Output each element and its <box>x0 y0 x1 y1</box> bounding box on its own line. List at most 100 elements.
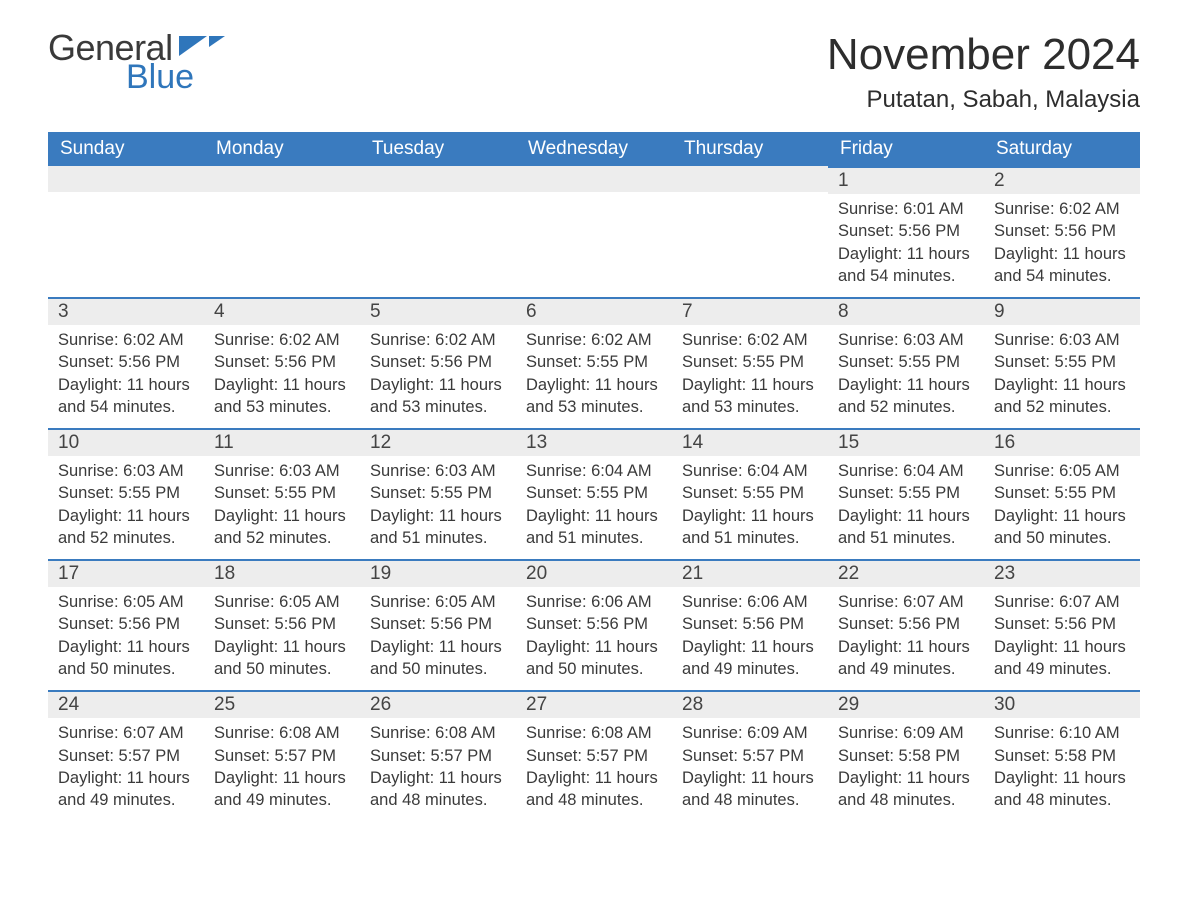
sunset-text: Sunset: 5:56 PM <box>370 351 506 373</box>
col-head: Sunday <box>48 132 204 166</box>
calendar-day-cell: 4Sunrise: 6:02 AMSunset: 5:56 PMDaylight… <box>204 297 360 428</box>
daylight-line1: Daylight: 11 hours <box>994 767 1130 789</box>
sunrise-text: Sunrise: 6:08 AM <box>526 722 662 744</box>
daylight-line1: Daylight: 11 hours <box>526 767 662 789</box>
logo: General Blue <box>48 30 225 94</box>
day-number: 24 <box>48 690 204 718</box>
calendar-day-cell: 24Sunrise: 6:07 AMSunset: 5:57 PMDayligh… <box>48 690 204 821</box>
daylight-line2: and 50 minutes. <box>370 658 506 680</box>
calendar-day-cell: 20Sunrise: 6:06 AMSunset: 5:56 PMDayligh… <box>516 559 672 690</box>
daylight-line2: and 52 minutes. <box>994 396 1130 418</box>
day-number: 10 <box>48 428 204 456</box>
day-number: 8 <box>828 297 984 325</box>
calendar-table: Sunday Monday Tuesday Wednesday Thursday… <box>48 132 1140 821</box>
day-body: Sunrise: 6:06 AMSunset: 5:56 PMDaylight:… <box>672 587 828 690</box>
sunrise-text: Sunrise: 6:07 AM <box>58 722 194 744</box>
daylight-line2: and 51 minutes. <box>838 527 974 549</box>
sunset-text: Sunset: 5:55 PM <box>838 351 974 373</box>
daylight-line1: Daylight: 11 hours <box>214 767 350 789</box>
sunset-text: Sunset: 5:56 PM <box>214 351 350 373</box>
daylight-line1: Daylight: 11 hours <box>994 505 1130 527</box>
daylight-line1: Daylight: 11 hours <box>682 636 818 658</box>
day-number: 30 <box>984 690 1140 718</box>
calendar-day-cell: 1Sunrise: 6:01 AMSunset: 5:56 PMDaylight… <box>828 166 984 297</box>
sunset-text: Sunset: 5:56 PM <box>838 220 974 242</box>
calendar-day-cell: 16Sunrise: 6:05 AMSunset: 5:55 PMDayligh… <box>984 428 1140 559</box>
day-number: 3 <box>48 297 204 325</box>
day-number: 9 <box>984 297 1140 325</box>
daylight-line1: Daylight: 11 hours <box>58 636 194 658</box>
weekday-header-row: Sunday Monday Tuesday Wednesday Thursday… <box>48 132 1140 166</box>
calendar-day-cell: 5Sunrise: 6:02 AMSunset: 5:56 PMDaylight… <box>360 297 516 428</box>
sunrise-text: Sunrise: 6:07 AM <box>838 591 974 613</box>
calendar-day-cell: 9Sunrise: 6:03 AMSunset: 5:55 PMDaylight… <box>984 297 1140 428</box>
sunrise-text: Sunrise: 6:02 AM <box>58 329 194 351</box>
day-number: 17 <box>48 559 204 587</box>
calendar-day-cell: 27Sunrise: 6:08 AMSunset: 5:57 PMDayligh… <box>516 690 672 821</box>
daylight-line1: Daylight: 11 hours <box>682 767 818 789</box>
daylight-line1: Daylight: 11 hours <box>682 505 818 527</box>
calendar-day-cell: 29Sunrise: 6:09 AMSunset: 5:58 PMDayligh… <box>828 690 984 821</box>
day-body: Sunrise: 6:07 AMSunset: 5:56 PMDaylight:… <box>828 587 984 690</box>
sunset-text: Sunset: 5:57 PM <box>58 745 194 767</box>
day-body: Sunrise: 6:05 AMSunset: 5:56 PMDaylight:… <box>204 587 360 690</box>
daylight-line1: Daylight: 11 hours <box>214 636 350 658</box>
col-head: Thursday <box>672 132 828 166</box>
day-number: 2 <box>984 166 1140 194</box>
calendar-day-cell: 2Sunrise: 6:02 AMSunset: 5:56 PMDaylight… <box>984 166 1140 297</box>
day-body: Sunrise: 6:07 AMSunset: 5:57 PMDaylight:… <box>48 718 204 821</box>
daylight-line2: and 53 minutes. <box>526 396 662 418</box>
sunset-text: Sunset: 5:57 PM <box>370 745 506 767</box>
daylight-line2: and 50 minutes. <box>526 658 662 680</box>
daylight-line2: and 53 minutes. <box>214 396 350 418</box>
sunset-text: Sunset: 5:55 PM <box>58 482 194 504</box>
sunrise-text: Sunrise: 6:04 AM <box>838 460 974 482</box>
sunrise-text: Sunrise: 6:03 AM <box>838 329 974 351</box>
day-number: 14 <box>672 428 828 456</box>
daylight-line1: Daylight: 11 hours <box>838 767 974 789</box>
calendar-day-cell: 13Sunrise: 6:04 AMSunset: 5:55 PMDayligh… <box>516 428 672 559</box>
calendar-day-cell: 7Sunrise: 6:02 AMSunset: 5:55 PMDaylight… <box>672 297 828 428</box>
day-body: Sunrise: 6:02 AMSunset: 5:56 PMDaylight:… <box>984 194 1140 297</box>
daylight-line2: and 49 minutes. <box>58 789 194 811</box>
sunrise-text: Sunrise: 6:02 AM <box>370 329 506 351</box>
sunrise-text: Sunrise: 6:05 AM <box>994 460 1130 482</box>
daylight-line2: and 50 minutes. <box>994 527 1130 549</box>
day-number: 20 <box>516 559 672 587</box>
sunrise-text: Sunrise: 6:06 AM <box>682 591 818 613</box>
daylight-line1: Daylight: 11 hours <box>838 636 974 658</box>
daylight-line2: and 49 minutes. <box>214 789 350 811</box>
daylight-line2: and 49 minutes. <box>994 658 1130 680</box>
sunrise-text: Sunrise: 6:08 AM <box>370 722 506 744</box>
calendar-day-cell: 8Sunrise: 6:03 AMSunset: 5:55 PMDaylight… <box>828 297 984 428</box>
day-number: 26 <box>360 690 516 718</box>
sunrise-text: Sunrise: 6:10 AM <box>994 722 1130 744</box>
sunset-text: Sunset: 5:55 PM <box>838 482 974 504</box>
calendar-week-row: 10Sunrise: 6:03 AMSunset: 5:55 PMDayligh… <box>48 428 1140 559</box>
day-number: 27 <box>516 690 672 718</box>
day-body: Sunrise: 6:08 AMSunset: 5:57 PMDaylight:… <box>360 718 516 821</box>
daylight-line1: Daylight: 11 hours <box>58 767 194 789</box>
daylight-line1: Daylight: 11 hours <box>994 636 1130 658</box>
day-number: 12 <box>360 428 516 456</box>
day-body: Sunrise: 6:06 AMSunset: 5:56 PMDaylight:… <box>516 587 672 690</box>
daylight-line2: and 48 minutes. <box>838 789 974 811</box>
calendar-day-cell: 25Sunrise: 6:08 AMSunset: 5:57 PMDayligh… <box>204 690 360 821</box>
day-number: 19 <box>360 559 516 587</box>
day-body: Sunrise: 6:03 AMSunset: 5:55 PMDaylight:… <box>984 325 1140 428</box>
day-body: Sunrise: 6:09 AMSunset: 5:57 PMDaylight:… <box>672 718 828 821</box>
day-number: 5 <box>360 297 516 325</box>
daylight-line2: and 49 minutes. <box>682 658 818 680</box>
calendar-day-cell <box>204 166 360 297</box>
sunset-text: Sunset: 5:55 PM <box>682 482 818 504</box>
sunset-text: Sunset: 5:58 PM <box>994 745 1130 767</box>
daylight-line1: Daylight: 11 hours <box>370 636 506 658</box>
sunrise-text: Sunrise: 6:03 AM <box>994 329 1130 351</box>
day-number: 11 <box>204 428 360 456</box>
sunset-text: Sunset: 5:56 PM <box>526 613 662 635</box>
sunrise-text: Sunrise: 6:09 AM <box>682 722 818 744</box>
calendar-day-cell: 3Sunrise: 6:02 AMSunset: 5:56 PMDaylight… <box>48 297 204 428</box>
calendar-day-cell: 21Sunrise: 6:06 AMSunset: 5:56 PMDayligh… <box>672 559 828 690</box>
daylight-line2: and 48 minutes. <box>370 789 506 811</box>
day-number: 15 <box>828 428 984 456</box>
